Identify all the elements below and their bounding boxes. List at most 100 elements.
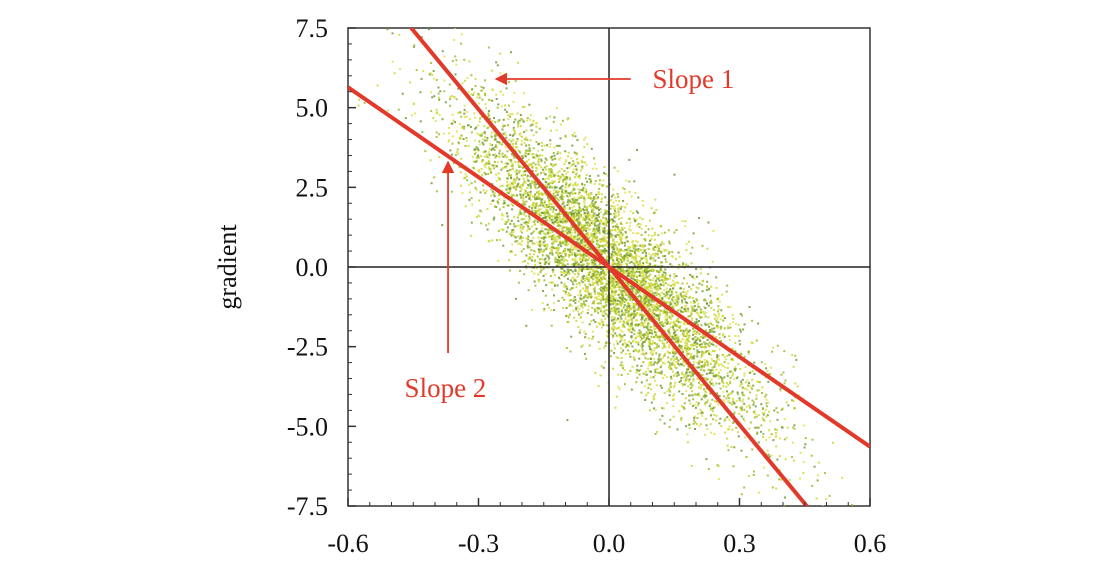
scatter-point [707, 304, 710, 307]
scatter-point [547, 230, 550, 233]
scatter-point [498, 119, 501, 122]
scatter-point [643, 244, 646, 247]
scatter-point [708, 372, 711, 375]
scatter-point [566, 263, 569, 266]
scatter-point [611, 243, 614, 246]
scatter-point [666, 322, 669, 325]
scatter-point [537, 195, 540, 198]
scatter-point [653, 328, 656, 331]
scatter-point [634, 291, 637, 293]
scatter-point [722, 385, 725, 388]
scatter-point [532, 236, 535, 239]
scatter-point [541, 204, 544, 207]
scatter-point [721, 315, 724, 317]
scatter-point [684, 348, 687, 351]
scatter-point [677, 267, 680, 270]
scatter-point [681, 382, 684, 385]
scatter-point [551, 186, 554, 189]
scatter-point [577, 273, 580, 276]
scatter-point [689, 375, 692, 378]
scatter-point [568, 207, 571, 210]
scatter-point [595, 193, 598, 196]
scatter-point [545, 204, 548, 207]
scatter-point [660, 336, 663, 338]
scatter-point [552, 192, 555, 195]
scatter-point [717, 315, 720, 318]
scatter-point [580, 264, 583, 267]
scatter-point [475, 126, 478, 129]
scatter-point [599, 249, 602, 252]
scatter-point [721, 379, 724, 382]
scatter-point [641, 314, 643, 317]
scatter-point [631, 289, 634, 292]
scatter-point [619, 242, 622, 245]
scatter-point [621, 298, 624, 301]
scatter-point [586, 223, 589, 226]
scatter-point [592, 302, 595, 305]
scatter-point [696, 352, 699, 355]
scatter-point [618, 313, 621, 316]
scatter-point [680, 306, 683, 309]
scatter-point [669, 390, 672, 393]
scatter-point [688, 394, 691, 397]
scatter-point [762, 412, 764, 415]
scatter-point [529, 195, 531, 198]
scatter-point [548, 261, 551, 264]
scatter-point [620, 374, 623, 376]
scatter-point [668, 328, 671, 330]
scatter-point [526, 240, 529, 243]
scatter-point [697, 412, 700, 415]
scatter-point [780, 373, 783, 376]
scatter-point [490, 167, 492, 170]
scatter-point [647, 300, 650, 303]
scatter-point [470, 182, 473, 185]
scatter-point [675, 372, 678, 375]
scatter-point [744, 381, 747, 384]
scatter-point [658, 312, 661, 315]
scatter-point [584, 244, 587, 247]
scatter-point [495, 98, 498, 100]
scatter-point [650, 370, 652, 373]
scatter-point [645, 305, 647, 308]
scatter-point [569, 235, 572, 238]
scatter-point [688, 240, 690, 243]
scatter-point [736, 391, 739, 394]
scatter-point [737, 435, 740, 438]
scatter-point [686, 378, 689, 381]
scatter-point [610, 316, 613, 319]
scatter-point [635, 218, 638, 221]
scatter-point [685, 327, 688, 330]
scatter-point [642, 243, 645, 246]
scatter-point [581, 297, 584, 300]
scatter-point [751, 387, 754, 390]
scatter-point [489, 142, 492, 145]
scatter-point [564, 292, 567, 295]
scatter-point [684, 344, 687, 347]
scatter-point [523, 130, 526, 133]
scatter-point [613, 343, 615, 346]
scatter-point [527, 220, 530, 223]
scatter-point [554, 174, 557, 177]
scatter-point [676, 375, 678, 378]
scatter-point [679, 363, 682, 366]
scatter-point [460, 137, 462, 140]
scatter-point [566, 195, 569, 197]
scatter-point [692, 308, 695, 311]
scatter-point [715, 321, 718, 324]
scatter-point [645, 258, 648, 261]
scatter-point [627, 251, 630, 254]
scatter-point [665, 291, 668, 294]
scatter-point [601, 292, 604, 295]
scatter-point [663, 362, 666, 365]
scatter-point [630, 261, 633, 263]
scatter-point [632, 278, 635, 281]
scatter-point [569, 231, 572, 234]
scatter-point [602, 230, 605, 233]
scatter-point [703, 341, 706, 344]
scatter-point [504, 108, 507, 111]
scatter-point [534, 219, 537, 222]
scatter-point [778, 437, 781, 440]
scatter-point [611, 326, 614, 329]
scatter-point [662, 407, 665, 410]
scatter-point [531, 231, 534, 234]
